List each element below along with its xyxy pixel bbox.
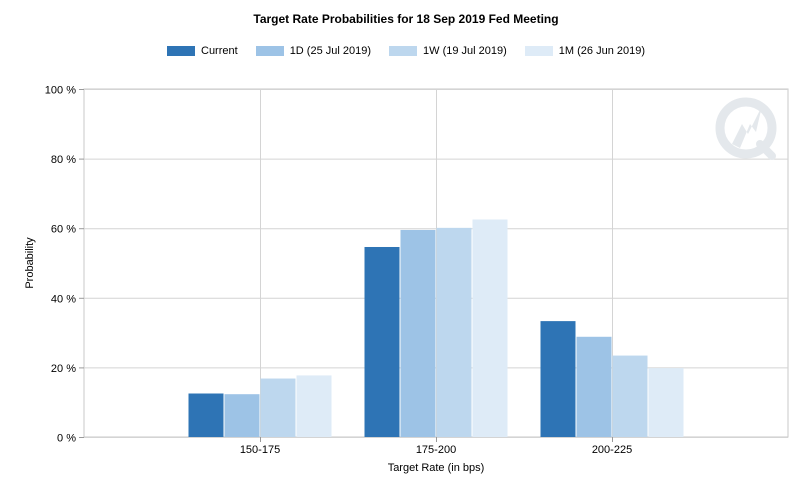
legend-item[interactable]: 1M (26 Jun 2019) bbox=[524, 45, 645, 57]
legend-swatch bbox=[389, 46, 418, 56]
bar bbox=[648, 368, 684, 437]
y-tick-label: 0 % bbox=[57, 433, 76, 445]
legend-item[interactable]: 1W (19 Jul 2019) bbox=[389, 45, 507, 57]
bar bbox=[296, 375, 332, 437]
bar bbox=[400, 229, 436, 437]
x-tick-label: 200-225 bbox=[592, 444, 632, 456]
y-tick-label: 40 % bbox=[51, 293, 76, 305]
bar bbox=[224, 394, 260, 437]
y-axis-title: Probability bbox=[24, 237, 36, 289]
y-tick-label: 20 % bbox=[51, 363, 76, 375]
legend-item[interactable]: 1D (25 Jul 2019) bbox=[255, 45, 372, 57]
bar bbox=[188, 393, 224, 437]
chart-title: Target Rate Probabilities for 18 Sep 201… bbox=[253, 12, 559, 26]
legend-swatch bbox=[167, 46, 195, 56]
legend-swatch bbox=[255, 46, 284, 56]
x-tick-label: 150-175 bbox=[240, 444, 280, 456]
legend-swatch bbox=[524, 46, 553, 56]
bar bbox=[612, 355, 648, 437]
bar bbox=[576, 336, 612, 437]
legend: Current 1D (25 Jul 2019) 1W (19 Jul 2019) 1… bbox=[0, 45, 812, 57]
y-tick-label: 60 % bbox=[51, 224, 76, 236]
y-tick-label: 100 % bbox=[45, 85, 76, 97]
cme-logo-watermark-icon bbox=[715, 97, 777, 160]
x-axis-title: Target Rate (in bps) bbox=[388, 462, 485, 474]
y-tick-label: 80 % bbox=[51, 154, 76, 166]
legend-label: 1D (25 Jul 2019) bbox=[289, 45, 372, 57]
legend-label: 1M (26 Jun 2019) bbox=[558, 45, 645, 57]
bar bbox=[364, 246, 400, 437]
bar bbox=[260, 378, 296, 437]
bar bbox=[540, 321, 576, 437]
bar bbox=[472, 219, 508, 437]
x-tick-label: 175-200 bbox=[416, 444, 456, 456]
bar bbox=[436, 227, 472, 437]
legend-label: 1W (19 Jul 2019) bbox=[423, 45, 507, 57]
legend-label: Current bbox=[201, 45, 238, 57]
legend-item[interactable]: Current bbox=[167, 45, 238, 57]
